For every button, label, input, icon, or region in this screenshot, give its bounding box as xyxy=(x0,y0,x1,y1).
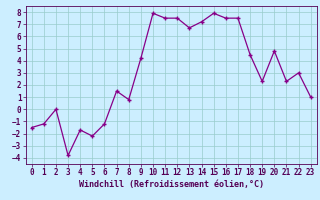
X-axis label: Windchill (Refroidissement éolien,°C): Windchill (Refroidissement éolien,°C) xyxy=(79,180,264,189)
